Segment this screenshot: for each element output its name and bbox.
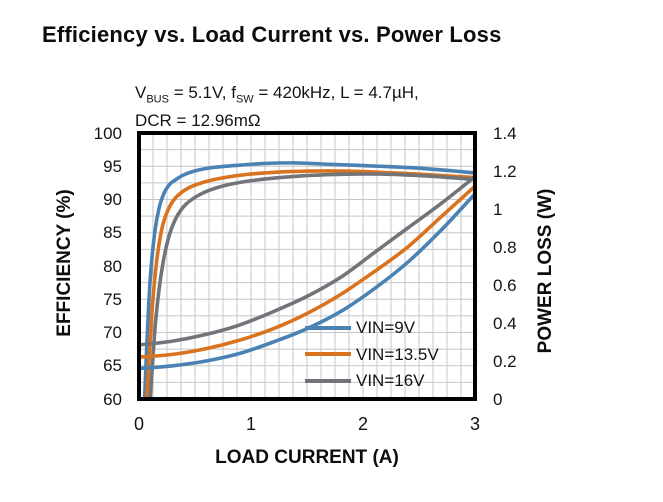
y-right-tick-label: 1.2 [493,161,517,181]
curve-vin-16v-efficiency [148,172,475,399]
y-left-tick-label: 70 [103,323,122,342]
curve-vin-13-5v-power-loss [139,184,475,359]
y-left-tick-label: 65 [103,356,122,376]
subtitle-mid2: = 420kHz, L = 4.7µH, [253,83,419,102]
x-tick-label: 3 [469,414,480,434]
legend-swatch [305,378,351,383]
y-left-tick-label: 95 [103,156,122,176]
y-right-tick-label: 0.8 [493,237,517,257]
x-tick-label: 1 [245,414,256,434]
y-right-tick-label: 0 [493,389,503,409]
y-left-tick-label: 100 [93,123,122,143]
y-right-tick-label: 0.4 [493,313,517,333]
legend-label: VIN=13.5V [356,344,439,364]
y-left-tick-label: 80 [103,256,122,276]
curve-vin-16v-power-loss [139,174,475,347]
x-axis-title: LOAD CURRENT (A) [215,447,399,468]
y-left-tick-label: 85 [103,223,122,243]
y-right-tick-label: 0.6 [493,275,517,295]
x-tick-label: 0 [133,414,144,434]
y-right-tick-label: 1.4 [493,123,517,143]
curve-vin-9v-efficiency [142,161,475,399]
curve-vin-13-5v-efficiency [145,169,475,399]
subtitle-vbus-symbol: V [135,83,147,102]
subtitle-fsw-subscript: SW [235,93,254,106]
legend-item-vin-13-5v: VIN=13.5V [305,344,439,365]
y-left-tick-label: 75 [103,289,122,309]
subtitle-line1: VBUS = 5.1V, fSW = 420kHz, L = 4.7µH, [135,82,419,110]
y-right-tick-label: 1 [493,199,503,219]
subtitle-vbus-subscript: BUS [146,93,169,106]
chart-subtitle: VBUS = 5.1V, fSW = 420kHz, L = 4.7µH, DC… [135,82,419,132]
plot-border [137,131,477,401]
subtitle-line2: DCR = 12.96mΩ [135,111,261,131]
legend-item-vin-16v: VIN=16V [305,370,425,391]
x-tick-label: 2 [357,414,368,434]
legend-label: VIN=9V [356,318,416,337]
subtitle-mid1: = 5.1V, f [168,83,236,102]
legend-item-vin-9v: VIN=9V [305,317,415,338]
chart-title: Efficiency vs. Load Current vs. Power Lo… [42,22,502,47]
y-left-tick-label: 60 [103,389,122,409]
y-right-tick-label: 0.2 [493,351,517,371]
legend-swatch [305,352,351,356]
y-left-tick-label: 90 [103,190,122,209]
curves [139,161,475,399]
legend-label: VIN=16V [356,371,425,390]
legend-swatch [305,325,351,330]
